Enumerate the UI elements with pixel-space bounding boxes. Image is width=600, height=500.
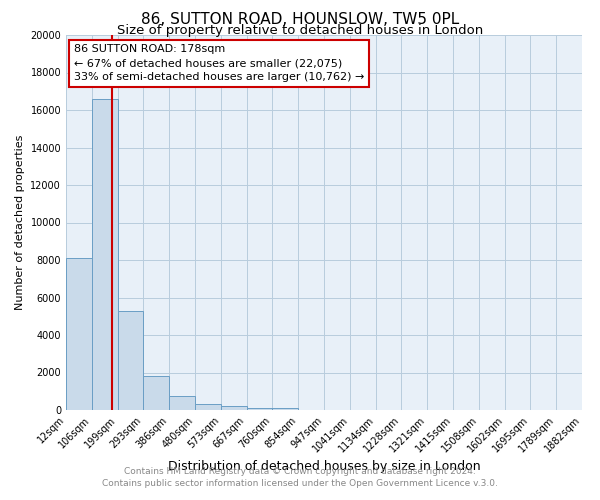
Bar bbox=[66, 258, 92, 410]
Bar bbox=[169, 396, 195, 410]
Y-axis label: Number of detached properties: Number of detached properties bbox=[15, 135, 25, 310]
Bar bbox=[143, 376, 169, 410]
Bar bbox=[195, 404, 221, 410]
Bar bbox=[118, 310, 143, 410]
Text: 86 SUTTON ROAD: 178sqm
← 67% of detached houses are smaller (22,075)
33% of semi: 86 SUTTON ROAD: 178sqm ← 67% of detached… bbox=[74, 44, 364, 82]
Text: Contains HM Land Registry data © Crown copyright and database right 2024.
Contai: Contains HM Land Registry data © Crown c… bbox=[102, 466, 498, 487]
Bar bbox=[272, 408, 298, 410]
Bar bbox=[92, 99, 118, 410]
Bar bbox=[221, 406, 247, 410]
X-axis label: Distribution of detached houses by size in London: Distribution of detached houses by size … bbox=[167, 460, 481, 472]
Bar bbox=[247, 408, 272, 410]
Text: Size of property relative to detached houses in London: Size of property relative to detached ho… bbox=[117, 24, 483, 37]
Text: 86, SUTTON ROAD, HOUNSLOW, TW5 0PL: 86, SUTTON ROAD, HOUNSLOW, TW5 0PL bbox=[141, 12, 459, 28]
